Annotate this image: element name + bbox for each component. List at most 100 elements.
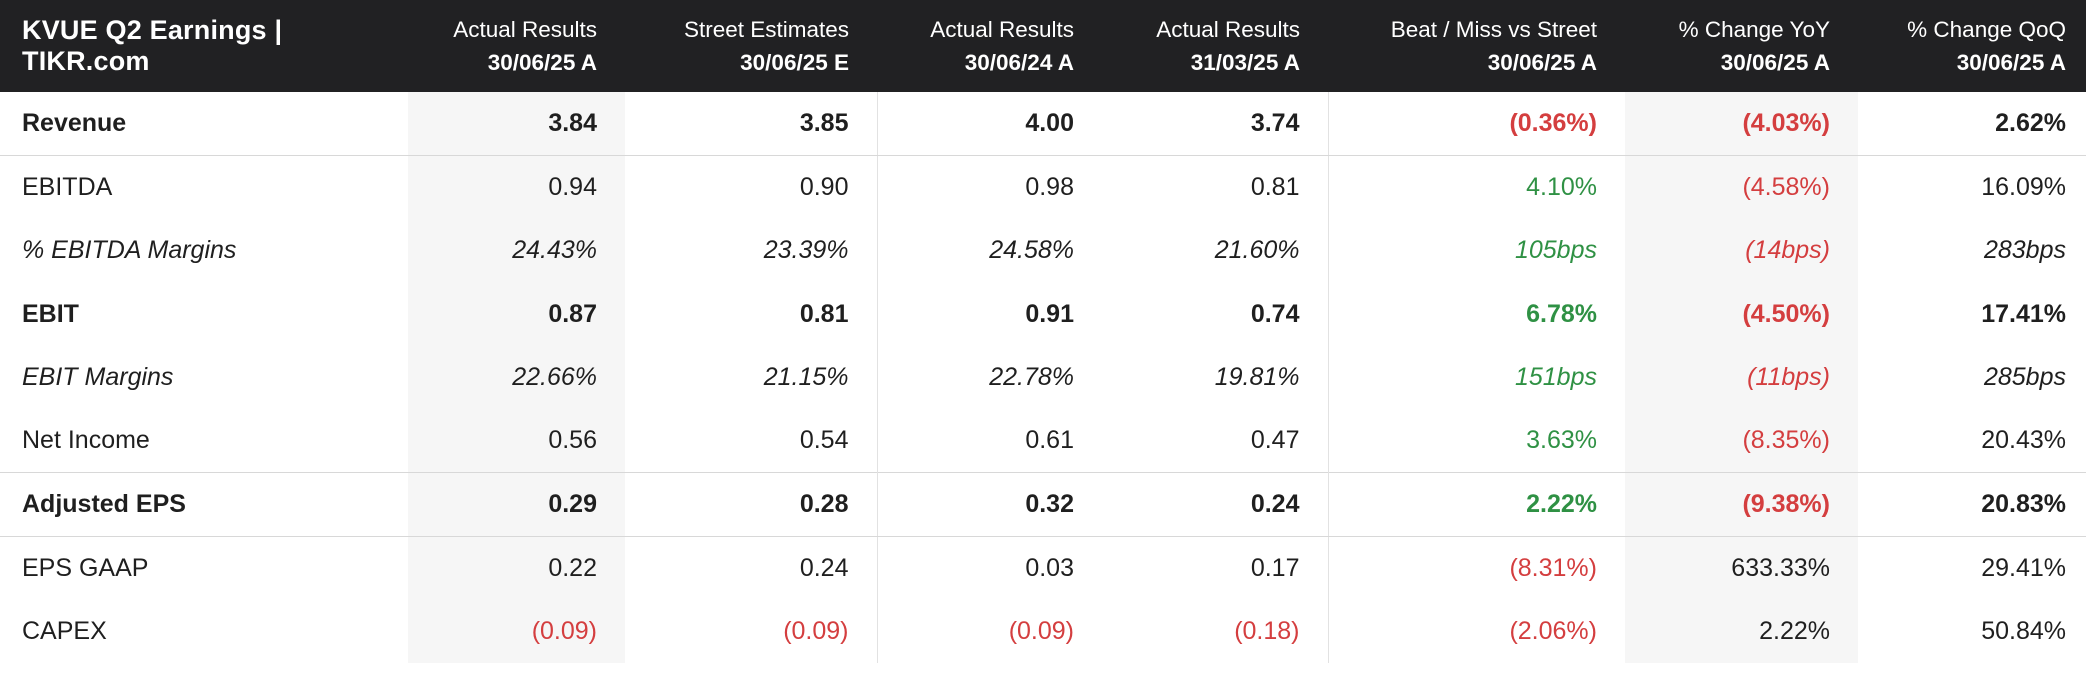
column-header-date: 30/06/25 E	[740, 50, 849, 75]
cell: 24.58%	[989, 236, 1074, 265]
cell: 0.47	[1102, 409, 1329, 473]
column-header-date: 30/06/24 A	[964, 50, 1074, 75]
table-body: Revenue 3.84 3.85 4.00 3.74 (0.36%) (4.03%) 2.6…	[0, 92, 2086, 663]
cell: 3.63%	[1526, 426, 1597, 455]
table-row-revenue: Revenue 3.84 3.85 4.00 3.74 (0.36%) (4.03%) 2.6…	[0, 92, 2086, 156]
cell: 2.22%	[1328, 472, 1625, 537]
cell: 0.94	[408, 155, 625, 219]
cell: (2.06%)	[1509, 616, 1597, 645]
cell: (4.58%)	[1625, 155, 1858, 219]
column-header-label: % Change YoY	[1678, 17, 1830, 42]
table-row-adjusted-eps: Adjusted EPS 0.29 0.28 0.32 0.24 2.22% (9.38%)…	[0, 472, 2086, 537]
cell: 3.85	[625, 92, 878, 156]
table-title: KVUE Q2 Earnings | TIKR.com	[22, 15, 283, 76]
column-header-label: Beat / Miss vs Street	[1390, 17, 1597, 42]
cell: 22.78%	[989, 362, 1074, 391]
column-header-label: Actual Results	[1156, 17, 1300, 42]
cell: (0.09)	[625, 599, 878, 663]
column-header-label: Street Estimates	[683, 17, 849, 42]
table-row-eps-gaap: EPS GAAP 0.22 0.24 0.03 0.17 (8.31%) 633.33% 29…	[0, 536, 2086, 600]
table-row-ebitda: EBITDA 0.94 0.90 0.98 0.81 4.10% (4.58%) 16.09%	[0, 155, 2086, 219]
cell: (9.38%)	[1625, 472, 1858, 537]
cell: (8.31%)	[1509, 553, 1597, 582]
column-header-date: 31/03/25 A	[1190, 50, 1300, 75]
row-label: EBIT	[22, 299, 79, 328]
column-header-actual-results: Actual Results 31/03/25 A	[1102, 0, 1328, 92]
cell: (0.09)	[1008, 616, 1074, 645]
table-row-net-income: Net Income 0.56 0.54 0.61 0.47 3.63% (8.35%) 20…	[0, 409, 2086, 473]
cell: (0.09)	[408, 599, 625, 663]
cell: 0.74	[1102, 282, 1329, 346]
column-header-street-estimates: Street Estimates 30/06/25 E	[625, 0, 877, 92]
cell: (4.50%)	[1625, 282, 1858, 346]
cell: 283bps	[1983, 236, 2066, 265]
column-header-beat-miss-vs-street: Beat / Miss vs Street 30/06/25 A	[1328, 0, 1625, 92]
cell: 0.28	[625, 472, 878, 537]
row-label: Adjusted EPS	[0, 472, 408, 537]
row-label: EBIT Margins	[22, 362, 174, 391]
cell: (0.36%)	[1328, 92, 1625, 156]
column-header-label: Actual Results	[453, 17, 597, 42]
row-label: % EBITDA Margins	[22, 236, 237, 265]
cell: 20.83%	[1858, 472, 2086, 537]
cell: 0.56	[408, 409, 625, 473]
cell: 19.81%	[1102, 345, 1329, 410]
cell: 105bps	[1514, 236, 1597, 265]
cell: 0.22	[408, 536, 625, 600]
cell: 4.00	[877, 92, 1102, 156]
table-row-ebit: EBIT 0.87 0.81 0.91 0.74 6.78% (4.50%) 17.41%	[0, 282, 2086, 346]
cell: 633.33%	[1625, 536, 1858, 600]
row-label: EPS GAAP	[22, 553, 149, 582]
cell: 20.43%	[1981, 426, 2066, 455]
cell: 22.66%	[408, 345, 625, 410]
cell: 23.39%	[625, 218, 878, 283]
cell: 6.78%	[1526, 299, 1597, 328]
column-header-date: 30/06/25 A	[1720, 50, 1830, 75]
cell: 0.24	[1102, 472, 1329, 537]
table-row-ebit-margins: EBIT Margins 22.66% 21.15% 22.78% 19.81% 151b…	[0, 345, 2086, 410]
column-header-change-qoq: % Change QoQ 30/06/25 A	[1858, 0, 2086, 92]
cell: 4.10%	[1526, 172, 1597, 201]
cell: 285bps	[1983, 362, 2066, 391]
cell: 0.03	[1025, 553, 1074, 582]
cell: 0.81	[1102, 155, 1329, 219]
column-header-label: % Change QoQ	[1907, 17, 2066, 42]
cell: 0.32	[877, 472, 1102, 537]
cell: 50.84%	[1981, 616, 2066, 645]
cell: 0.91	[1025, 299, 1074, 328]
column-header-date: 30/06/25 A	[1956, 50, 2066, 75]
column-header-label: Actual Results	[930, 17, 1074, 42]
cell: 21.60%	[1102, 218, 1329, 283]
cell: 24.43%	[408, 218, 625, 283]
cell: 21.15%	[625, 345, 878, 410]
cell: (14bps)	[1625, 218, 1858, 283]
earnings-table: KVUE Q2 Earnings | TIKR.com Actual Result…	[0, 0, 2086, 663]
cell: 2.22%	[1625, 599, 1858, 663]
cell: 29.41%	[1981, 553, 2066, 582]
row-label: Net Income	[22, 426, 150, 455]
cell: (8.35%)	[1625, 409, 1858, 473]
table-header: KVUE Q2 Earnings | TIKR.com Actual Result…	[0, 0, 2086, 92]
cell: 0.98	[1025, 172, 1074, 201]
table-row-ebitda-margins: % EBITDA Margins 24.43% 23.39% 24.58% 21.60%…	[0, 218, 2086, 283]
cell: 0.54	[625, 409, 878, 473]
row-label: CAPEX	[22, 616, 107, 645]
cell: 16.09%	[1981, 172, 2066, 201]
cell: 0.24	[625, 536, 878, 600]
column-header-actual-results: Actual Results 30/06/25 A	[408, 0, 625, 92]
row-label: EBITDA	[22, 172, 113, 201]
cell: (11bps)	[1625, 345, 1858, 410]
column-header-date: 30/06/25 A	[1487, 50, 1597, 75]
header-row: KVUE Q2 Earnings | TIKR.com Actual Result…	[0, 0, 2086, 92]
table-row-capex: CAPEX (0.09) (0.09) (0.09) (0.18) (2.06%) 2.22…	[0, 599, 2086, 663]
cell: 2.62%	[1858, 92, 2086, 156]
cell: (0.18)	[1102, 599, 1329, 663]
cell: 3.74	[1102, 92, 1329, 156]
cell: 0.81	[625, 282, 878, 346]
cell: (4.03%)	[1625, 92, 1858, 156]
cell: 17.41%	[1981, 299, 2066, 328]
cell: 0.87	[408, 282, 625, 346]
row-label: Revenue	[0, 92, 408, 156]
column-header-change-yoy: % Change YoY 30/06/25 A	[1625, 0, 1858, 92]
cell: 151bps	[1514, 362, 1597, 391]
